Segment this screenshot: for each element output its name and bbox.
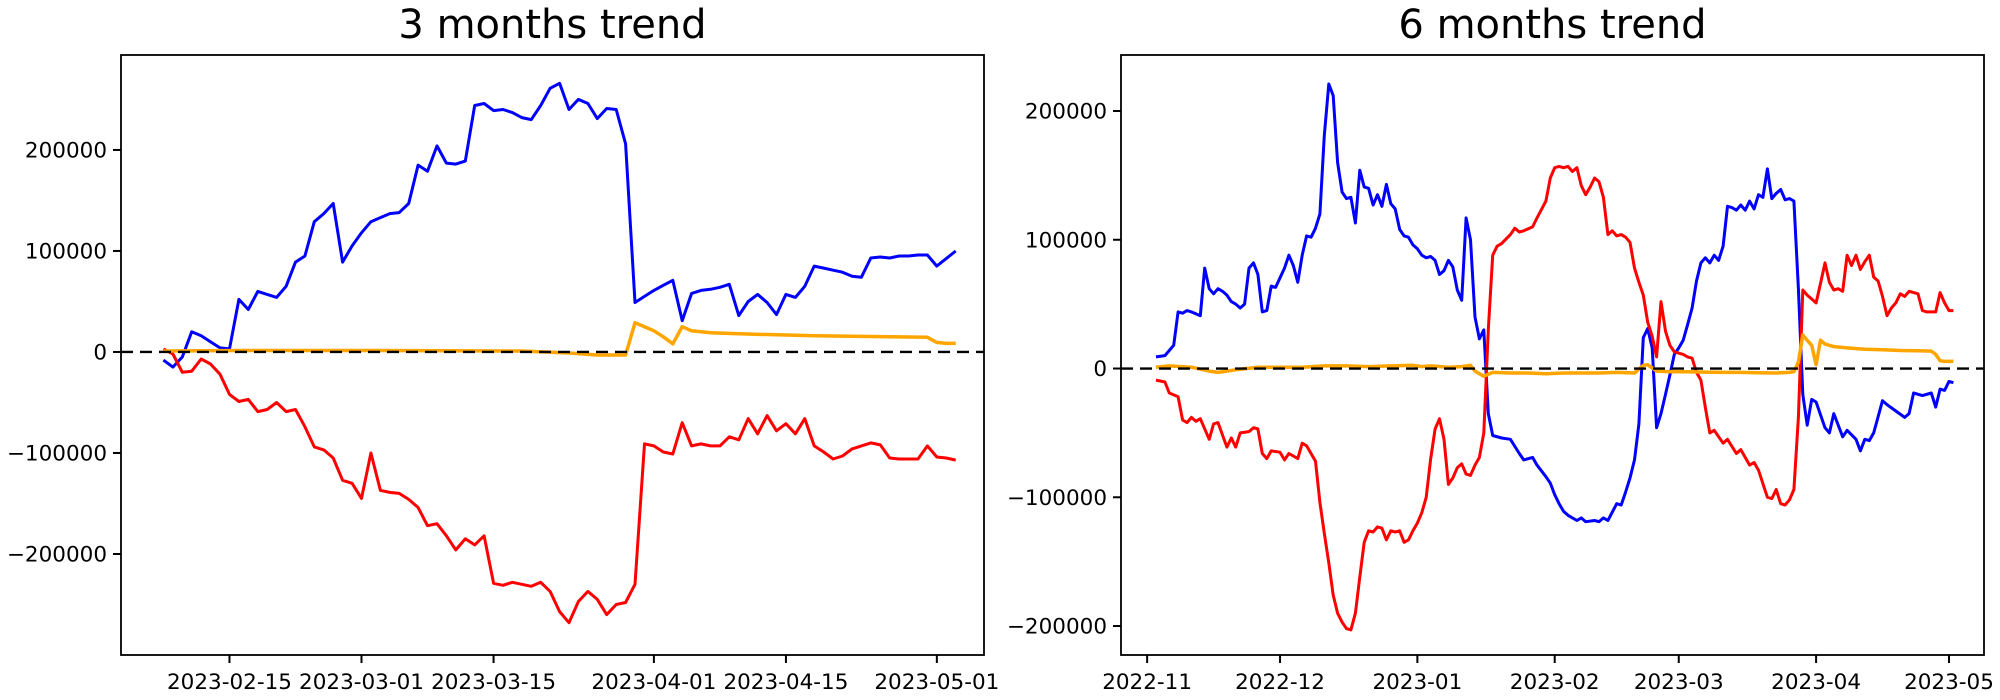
x-tick-label: 2022-11 (1102, 670, 1192, 695)
series-blue-line (1155, 82, 1954, 524)
y-tick-label: −100000 (7, 441, 107, 466)
x-tick-label: 2023-01 (1372, 670, 1462, 695)
y-tick-label: 0 (1093, 357, 1107, 382)
chart-title: 6 months trend (1398, 2, 1707, 48)
y-tick-label: 100000 (25, 239, 107, 264)
x-tick-label: 2023-02-15 (167, 670, 292, 695)
y-tick-label: 200000 (25, 138, 107, 163)
axes-spines (120, 54, 985, 656)
x-tick-label: 2023-05-01 (874, 670, 999, 695)
plot-6-months-trend: 2022-11 2022-12 2023-01 2023-02 2023-03 2023-… (1007, 54, 1994, 695)
x-tick-label: 2022-12 (1235, 670, 1325, 695)
chart-6-months-trend: 6 months trend 2022-11 2022-12 2023-01 2023… (1000, 0, 2000, 700)
x-tick-label: 2023-03-15 (431, 670, 556, 695)
x-tick-label: 2023-02 (1510, 670, 1600, 695)
series-orange-line (163, 320, 956, 357)
y-tick-label: −100000 (1007, 486, 1107, 511)
x-tick-label: 2023-03-01 (299, 670, 424, 695)
x-tick-label: 2023-04-15 (723, 670, 848, 695)
y-tick-label: 200000 (1025, 100, 1107, 125)
x-tick-label: 2023-04 (1771, 670, 1861, 695)
x-tick-label: 2023-03 (1634, 670, 1724, 695)
y-tick-label: 0 (93, 340, 107, 365)
x-tick-label: 2023-04-01 (591, 670, 716, 695)
y-tick-label: −200000 (1007, 615, 1107, 640)
series-red-line (162, 347, 957, 625)
y-tick-label: 100000 (1025, 228, 1107, 253)
x-tick-label: 2023-05 (1904, 670, 1994, 695)
series-red-line (1155, 164, 1954, 632)
series-orange-line (1155, 333, 1954, 378)
y-tick-label: −200000 (7, 542, 107, 567)
plot-3-months-trend: 2023-02-15 2023-03-01 2023-03-15 2023-04-01… (7, 54, 999, 695)
series-blue-line (162, 81, 957, 369)
chart-title: 3 months trend (398, 2, 707, 48)
chart-3-months-trend: 3 months trend 2023-02-15 2023-03-01 2023-… (7, 2, 999, 695)
axes-spines (1120, 54, 1985, 656)
